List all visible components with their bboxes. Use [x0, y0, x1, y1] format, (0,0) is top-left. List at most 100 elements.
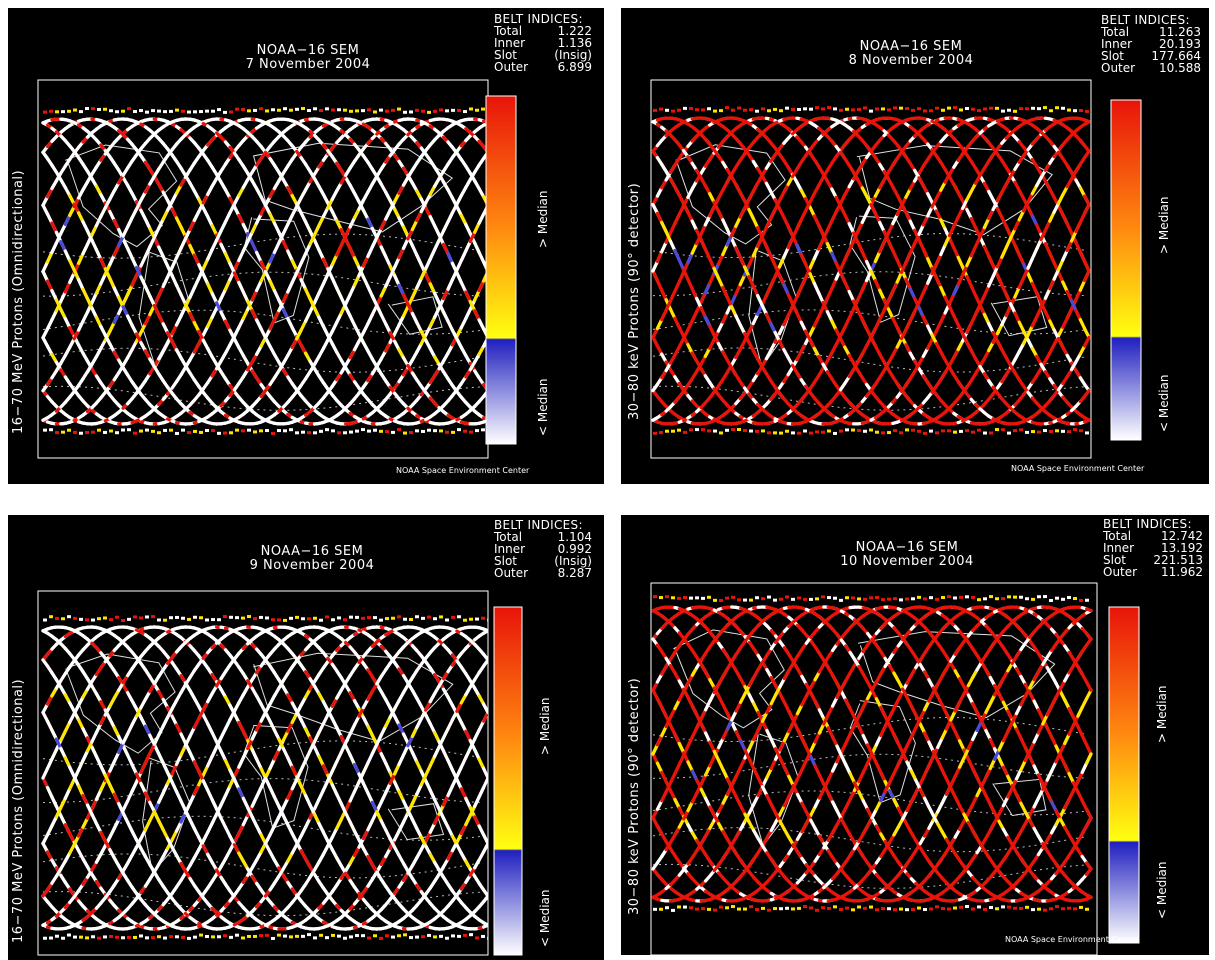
orbit-track-segment: [192, 210, 201, 223]
orbit-track-segment: [304, 242, 312, 256]
orbit-track-segment: [1017, 253, 1026, 266]
orbit-track-segment: [808, 257, 816, 270]
orbit-track-segment: [786, 304, 795, 318]
orbit-track-segment: [90, 224, 99, 237]
polar-band-dot: [433, 429, 437, 433]
orbit-track-segment: [388, 200, 397, 212]
orbit-track-segment: [424, 206, 432, 219]
orbit-track-segment: [286, 249, 294, 263]
orbit-track-segment: [808, 205, 816, 218]
orbit-track-segment: [237, 280, 245, 294]
polar-band-dot: [199, 110, 203, 114]
orbit-track-segment: [206, 282, 214, 295]
orbit-track-segment: [130, 274, 139, 287]
polar-band-dot: [463, 110, 467, 114]
orbit-track-segment: [76, 211, 85, 224]
polar-band-dot: [151, 109, 155, 113]
belt-outer-label: Outer: [494, 60, 529, 74]
orbit-track-segment: [1030, 214, 1039, 227]
orbit-track-segment: [895, 204, 904, 217]
orbit-track-segment: [188, 244, 196, 257]
orbit-track-segment: [206, 215, 214, 228]
orbit-track-segment: [179, 293, 187, 306]
polar-band-dot: [283, 429, 287, 433]
geomagnetic-contour: [42, 347, 484, 373]
orbit-track-segment: [59, 240, 67, 253]
orbit-track-segment: [344, 293, 352, 306]
orbit-track-segment: [459, 249, 468, 263]
orbit-track-segment: [281, 240, 290, 253]
orbit-track-segment: [384, 275, 392, 289]
orbit-track-segment: [206, 248, 214, 261]
polar-band-dot: [109, 109, 113, 113]
orbit-track-segment: [255, 279, 263, 293]
orbit-track-segment: [1065, 222, 1074, 235]
orbit-track-segment: [1043, 219, 1052, 232]
orbit-track-segment: [397, 246, 406, 260]
polar-band-dot: [265, 109, 269, 113]
orbit-track-segment: [817, 238, 825, 251]
orbit-track-segment: [410, 286, 419, 299]
orbit-track-segment: [72, 328, 81, 341]
orbit-track-segment: [99, 324, 107, 337]
polar-band-dot: [325, 107, 329, 111]
orbit-track-segment: [286, 213, 294, 226]
orbit-track-segment: [59, 307, 67, 321]
orbit-track-segment: [59, 222, 67, 236]
orbit-track-segment: [419, 201, 428, 214]
orbit-track-segment: [895, 325, 904, 338]
polar-band-dot: [73, 430, 77, 434]
polar-band-dot: [61, 430, 65, 434]
map-plot-nov-8: [650, 79, 1142, 459]
orbit-track-segment: [437, 301, 446, 314]
orbit-track-segment: [455, 205, 463, 217]
orbit-track-segment: [834, 328, 843, 341]
orbit-track-segment: [125, 246, 134, 260]
orbit-track-segment: [817, 306, 825, 319]
orbit-track-segment: [388, 265, 397, 279]
belt-outer-value: 6.899: [557, 60, 592, 74]
orbit-track-segment: [335, 311, 343, 325]
belt-indices: BELT INDICES: Total 1.222 Inner 1.136 Slot…: [494, 13, 592, 73]
orbit-track-segment: [415, 253, 423, 267]
polar-band-dot: [121, 109, 125, 113]
orbit-track-segment: [1013, 243, 1021, 257]
continent-outline: [252, 142, 454, 233]
orbit-track-segment: [1026, 272, 1034, 285]
orbit-track-segment: [1035, 223, 1043, 236]
orbit-track-segment: [103, 333, 112, 346]
polar-band-dot: [49, 109, 53, 113]
orbit-track-segment: [143, 245, 152, 259]
orbit-track-segment: [366, 313, 374, 326]
orbit-track-segment: [219, 287, 228, 301]
orbit-track-segment: [121, 237, 130, 250]
polar-band-dot: [121, 428, 125, 432]
orbit-track-segment: [847, 239, 856, 253]
orbit-track-segment: [856, 240, 864, 254]
orbit-track-segment: [277, 230, 285, 244]
orbit-track-segment: [232, 259, 241, 272]
orbit-track-segment: [379, 217, 388, 230]
orbit-track-segment: [651, 269, 660, 283]
polar-band-dot: [253, 108, 257, 112]
continent-outline: [387, 296, 443, 335]
polar-band-dot: [313, 107, 317, 111]
polar-band-dot: [337, 108, 341, 112]
orbit-track-segment: [860, 211, 869, 224]
orbit-track-segment: [830, 319, 838, 332]
orbit-track-segment: [1043, 310, 1052, 323]
orbit-track-segment: [651, 259, 660, 273]
orbit-track-segment: [393, 207, 401, 220]
polar-band-dot: [211, 109, 215, 113]
orbit-track-segment: [830, 251, 838, 265]
orbit-track-segment: [468, 230, 477, 244]
orbit-track-segment: [446, 278, 454, 291]
orbit-track-segment: [1074, 220, 1082, 234]
orbit-track-segment: [415, 210, 423, 223]
orbit-track-segment: [290, 194, 299, 206]
orbit-track-segment: [886, 222, 895, 235]
orbit-track-segment: [108, 253, 116, 267]
orbit-track-segment: [228, 328, 236, 341]
orbit-track-segment: [473, 309, 481, 322]
polar-band-dot: [469, 107, 473, 111]
